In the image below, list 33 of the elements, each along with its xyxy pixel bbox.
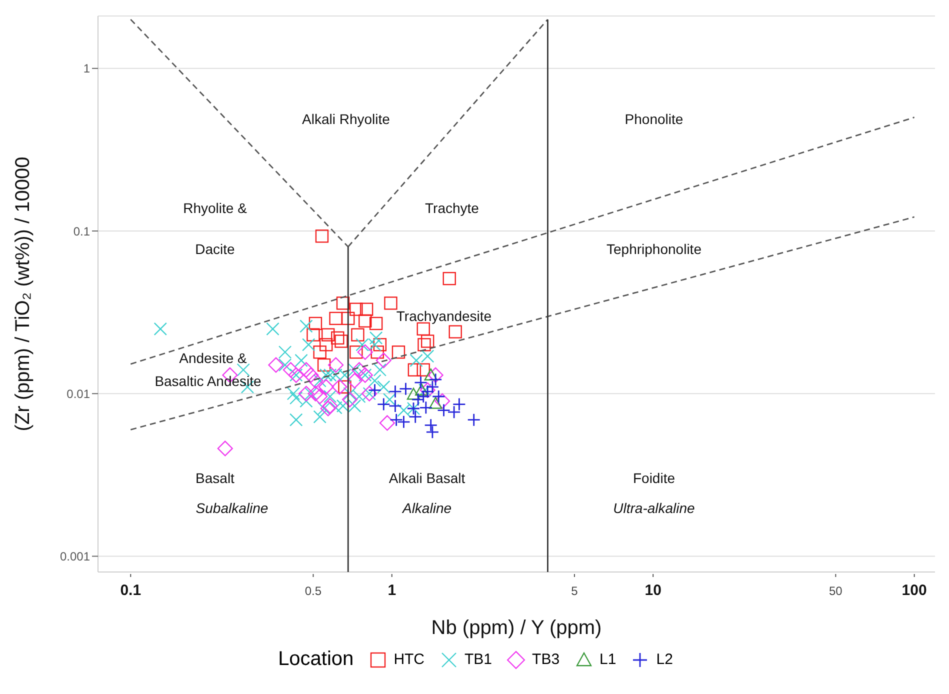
legend-label: TB1 — [464, 651, 492, 668]
y-tick-label: 1 — [83, 62, 90, 76]
annotation: Dacite — [195, 241, 235, 257]
annotation: Phonolite — [624, 111, 684, 127]
annotation: Alkali Rhyolite — [302, 111, 390, 127]
x-tick-label: 50 — [829, 584, 843, 598]
x-axis-title: Nb (ppm) / Y (ppm) — [431, 617, 602, 639]
x-tick-label: 10 — [644, 582, 662, 599]
annotation: Alkali Basalt — [388, 470, 466, 486]
annotation: Ultra-alkaline — [613, 500, 695, 516]
x-tick-label: 1 — [388, 582, 396, 599]
legend-label: L2 — [656, 651, 673, 668]
x-tick-label: 0.5 — [304, 584, 322, 598]
y-tick-label: 0.1 — [73, 224, 90, 238]
y-tick-label: 0.01 — [66, 386, 90, 401]
legend-label: HTC — [394, 651, 425, 668]
annotation: Foidite — [632, 470, 676, 486]
annotation: Trachyte — [425, 200, 479, 216]
x-tick-label: 5 — [571, 584, 578, 598]
legend-title: Location — [278, 648, 354, 671]
annotation: Andesite & — [179, 350, 247, 366]
annotation: Basalt — [196, 470, 234, 486]
annotation: Subalkaline — [196, 500, 268, 516]
y-axis-title: (Zr (ppm) / TiO₂ (wt%)) / 10000 — [12, 156, 34, 432]
legend-label: L1 — [600, 651, 616, 668]
annotation: Tephriphonolite — [606, 241, 702, 257]
legend-label: TB3 — [532, 651, 560, 668]
y-tick-label: 0.001 — [60, 550, 90, 564]
annotation: Alkaline — [402, 500, 452, 516]
annotation: Trachyandesite — [396, 308, 492, 324]
annotation: Rhyolite & — [183, 200, 247, 216]
x-tick-label: 0.1 — [120, 582, 142, 599]
x-tick-label: 100 — [902, 582, 927, 599]
